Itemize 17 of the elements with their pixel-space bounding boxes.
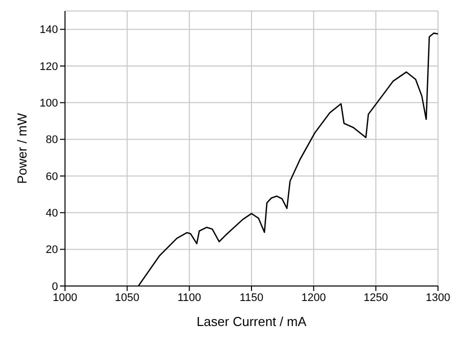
x-tick-label: 1250 [364, 292, 388, 304]
y-tick-label: 100 [40, 98, 58, 110]
y-tick-label: 120 [40, 60, 58, 73]
x-tick-label: 1300 [426, 292, 450, 304]
y-tick-label: 60 [46, 170, 58, 183]
y-tick-label: 140 [40, 24, 58, 36]
x-tick-label: 1200 [301, 292, 326, 304]
y-tick-label: 0 [52, 280, 58, 293]
x-tick-label: 1000 [52, 292, 78, 304]
x-axis-title: Laser Current / mA [196, 314, 307, 329]
y-tick-label: 80 [46, 134, 58, 146]
y-axis-title: Power / mW [14, 112, 30, 184]
x-tick-label: 1150 [240, 292, 264, 304]
y-tick-label: 20 [46, 244, 58, 256]
x-tick-label: 1100 [178, 292, 202, 304]
y-tick-label: 40 [46, 208, 58, 220]
x-tick-label: 1050 [114, 292, 140, 304]
